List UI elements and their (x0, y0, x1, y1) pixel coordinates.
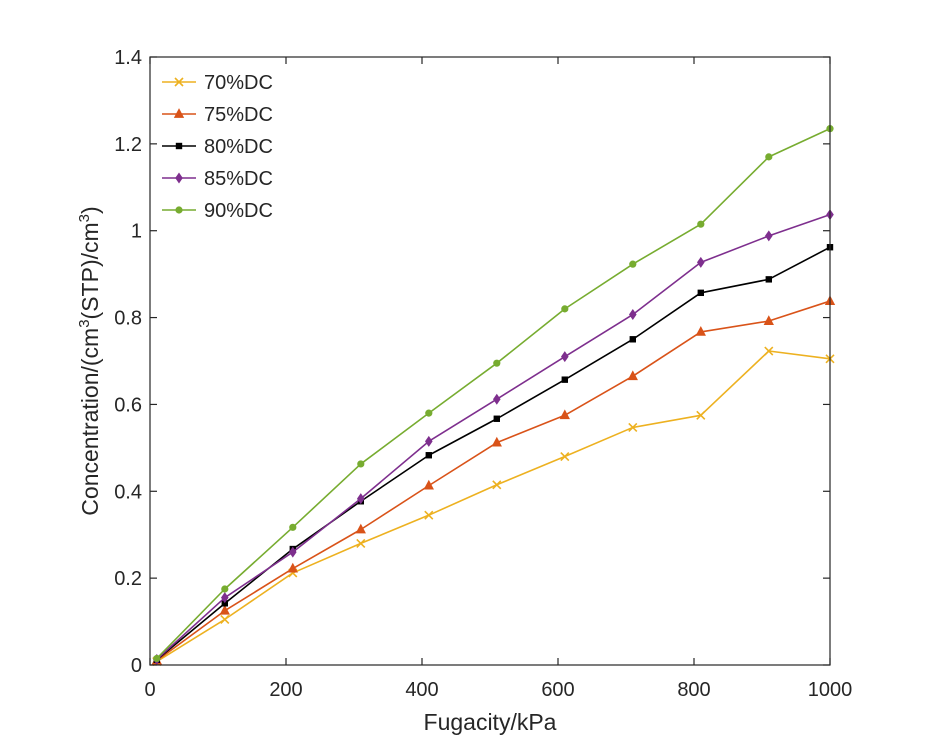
data-point-70pctdc (696, 410, 706, 420)
legend-marker (175, 206, 183, 214)
data-point-75pctdc (627, 370, 638, 381)
data-point-90pctdc (153, 654, 161, 663)
ticks-layer: 0 200 400 600 800 1000 0 0.2 0.4 0.6 0.8 1 1.2 1.4 (114, 47, 852, 701)
data-point-85pctdc (629, 309, 637, 321)
y-tick-label: 0 (131, 655, 142, 677)
data-point-90pctdc (629, 260, 637, 268)
data-point-85pctdc (221, 592, 229, 604)
data-point-70pctdc (220, 614, 230, 624)
legend-item-85pctdc: 85%DC (162, 168, 273, 190)
data-point-70pctdc (764, 346, 774, 356)
data-point-70pctdc (356, 538, 366, 548)
data-point-75pctdc (287, 562, 298, 573)
data-point-75pctdc (423, 479, 434, 490)
series-85pctdc (153, 209, 834, 665)
data-point-70pctdc (492, 480, 502, 490)
data-point-90pctdc (561, 305, 569, 313)
data-point-70pctdc (424, 510, 434, 520)
y-tick-label: 1.4 (114, 47, 142, 69)
data-point-75pctdc (219, 604, 230, 615)
data-point-90pctdc (425, 409, 433, 417)
y-tick-label: 0.6 (114, 394, 142, 416)
y-tick-label: 1 (131, 221, 142, 243)
legend: 70%DC 75%DC 80%DC 85%DC 90%DC (162, 72, 273, 222)
data-point-85pctdc (765, 230, 773, 242)
legend-marker (175, 142, 183, 150)
data-point-90pctdc (221, 585, 229, 593)
y-axis-title-prefix: Concentration/(cm (77, 328, 103, 516)
plot-area (150, 57, 830, 665)
legend-label: 75%DC (204, 104, 273, 126)
axes-box (149, 56, 831, 666)
y-tick-label: 1.2 (114, 134, 142, 156)
data-point-85pctdc (493, 393, 501, 405)
legend-item-80pctdc: 80%DC (162, 136, 273, 158)
data-point-80pctdc (629, 336, 636, 343)
legend-marker (174, 77, 184, 87)
y-axis-title: Concentration/(cm3(STP)/cm3) (76, 206, 103, 515)
data-point-80pctdc (221, 600, 228, 607)
data-point-75pctdc (355, 523, 366, 534)
x-tick-label: 1000 (808, 679, 853, 701)
data-point-90pctdc (493, 359, 501, 367)
data-point-80pctdc (493, 415, 500, 422)
series-layer (151, 125, 836, 667)
data-point-90pctdc (697, 220, 705, 228)
data-point-70pctdc (628, 422, 638, 433)
y-tick-label: 0.8 (114, 308, 142, 330)
data-point-75pctdc (763, 315, 774, 325)
data-point-80pctdc (561, 376, 568, 383)
legend-item-75pctdc: 75%DC (162, 104, 273, 126)
y-axis-title-suffix: ) (77, 206, 103, 214)
x-axis-title: Fugacity/kPa (424, 709, 557, 735)
x-tick-label: 0 (144, 679, 155, 701)
data-point-85pctdc (425, 435, 433, 447)
data-point-75pctdc (559, 409, 570, 420)
data-point-90pctdc (765, 153, 773, 161)
data-point-75pctdc (491, 436, 502, 447)
y-tick-label: 0.4 (114, 481, 142, 503)
data-point-80pctdc (697, 289, 704, 297)
legend-label: 85%DC (204, 168, 273, 190)
x-tick-label: 400 (405, 679, 438, 701)
data-point-80pctdc (425, 452, 432, 459)
y-axis-title-sup1: 3 (76, 319, 93, 327)
legend-label: 80%DC (204, 136, 273, 158)
data-point-70pctdc (560, 451, 570, 462)
x-tick-label: 800 (677, 679, 710, 701)
data-point-85pctdc (289, 546, 297, 558)
data-point-90pctdc (357, 460, 365, 468)
data-point-80pctdc (765, 276, 772, 283)
data-point-85pctdc (697, 256, 705, 268)
legend-item-90pctdc: 90%DC (162, 200, 273, 222)
legend-item-70pctdc: 70%DC (162, 72, 273, 94)
data-point-75pctdc (695, 326, 706, 336)
legend-label: 90%DC (204, 200, 273, 222)
data-point-90pctdc (289, 523, 297, 531)
legend-marker (175, 172, 183, 184)
data-point-85pctdc (357, 493, 365, 505)
y-axis-title-middle: (STP)/cm (77, 222, 103, 319)
y-axis-title-sup2: 3 (76, 214, 93, 222)
data-point-85pctdc (561, 351, 569, 363)
x-tick-label: 200 (269, 679, 302, 701)
y-tick-label: 0.2 (114, 568, 142, 590)
legend-marker (173, 108, 185, 118)
x-tick-label: 600 (541, 679, 574, 701)
legend-label: 70%DC (204, 72, 273, 94)
